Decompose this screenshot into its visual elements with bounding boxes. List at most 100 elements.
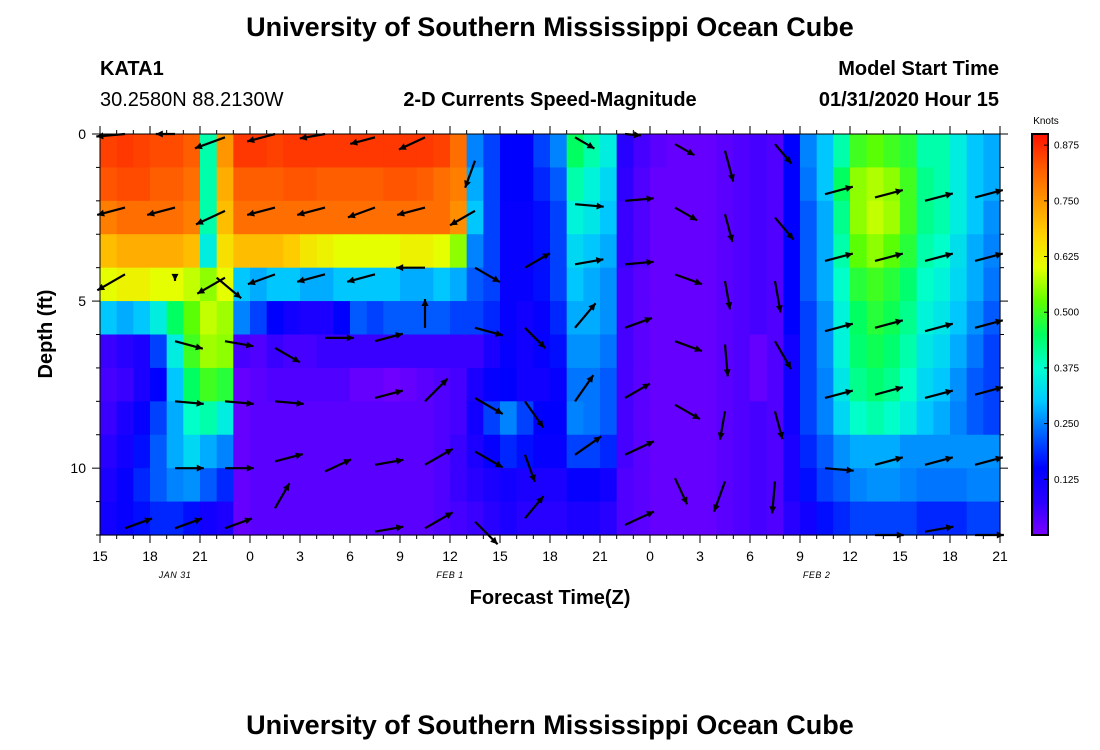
vector-head (494, 460, 503, 468)
vector-head (395, 388, 403, 396)
heatmap-cell (933, 200, 951, 235)
current-vector (274, 399, 304, 407)
heatmap-cell (483, 367, 501, 402)
heatmap-cell (900, 434, 918, 469)
heatmap-cell (533, 167, 551, 202)
heatmap-cell (466, 401, 484, 436)
vector-head (395, 332, 403, 339)
current-vector (146, 206, 176, 217)
heatmap-cell (566, 234, 584, 269)
heatmap-cell (133, 234, 151, 269)
heatmap-cell (600, 434, 618, 469)
heatmap-cell (450, 267, 468, 302)
heatmap-cell (816, 468, 834, 503)
heatmap-cell (900, 401, 918, 436)
heatmap-cell (916, 434, 934, 469)
heatmap-cell (433, 334, 451, 369)
current-vector (624, 316, 653, 329)
heatmap-cell (666, 134, 684, 169)
heatmap-cell (900, 468, 918, 503)
heatmap-cell (100, 234, 118, 269)
heatmap-cell (983, 234, 1001, 269)
heatmap-cell (433, 468, 451, 503)
vector-head (347, 211, 356, 219)
colorbar-tick-label: 0.625 (1054, 252, 1079, 263)
current-vector (194, 136, 226, 150)
vector-head (786, 231, 794, 240)
heatmap-cell (950, 367, 968, 402)
heatmap-cell (900, 134, 918, 169)
heatmap-cell (183, 167, 201, 202)
vector-head (596, 202, 604, 210)
heatmap-cell (833, 200, 851, 235)
heatmap-cell (816, 267, 834, 302)
current-vector (524, 252, 551, 269)
date-labels: JAN 31 FEB 1 FEB 2 (158, 570, 830, 580)
heatmap-cell (533, 301, 551, 336)
heatmap-cell (916, 301, 934, 336)
vector-head (297, 209, 305, 217)
heatmap-cell (666, 167, 684, 202)
heatmap-cell (733, 200, 751, 235)
heatmap-cell (733, 234, 751, 269)
heatmap-cell (400, 301, 418, 336)
heatmap-cell (100, 401, 118, 436)
heatmap-cell (283, 367, 301, 402)
heatmap-cell (900, 234, 918, 269)
heatmap-cell (516, 200, 534, 235)
current-vector (974, 385, 1004, 396)
heatmap-cell (550, 334, 568, 369)
vector-head (895, 188, 903, 196)
heatmap-cell (116, 334, 134, 369)
heatmap-cell (900, 501, 918, 536)
heatmap-cell (383, 234, 401, 269)
heatmap-cell (916, 501, 934, 536)
heatmap-cell (833, 367, 851, 402)
heatmap-cell (416, 468, 434, 503)
vector-head (292, 355, 300, 363)
heatmap-cell (566, 401, 584, 436)
heatmap-cell (233, 468, 251, 503)
vector-head (642, 383, 650, 391)
heatmap-cell (800, 367, 818, 402)
heatmap-cell (950, 501, 968, 536)
heatmap-cell (766, 334, 784, 369)
heatmap-cell (700, 267, 718, 302)
current-vector (824, 322, 854, 333)
heatmap-cell (266, 434, 284, 469)
heatmap-cell (150, 401, 168, 436)
heatmap-cell (466, 468, 484, 503)
heatmap-cell (583, 301, 601, 336)
heatmap-cell (600, 367, 618, 402)
heatmap-cell (450, 434, 468, 469)
current-vector (424, 447, 454, 466)
heatmap-cell (650, 234, 668, 269)
vector-head (96, 132, 104, 140)
heatmap-cell (316, 267, 334, 302)
heatmap-cell (683, 334, 701, 369)
heatmap-cell (166, 167, 184, 202)
heatmap-cell (616, 267, 634, 302)
heatmap-cell (966, 367, 984, 402)
heatmap-cell (600, 234, 618, 269)
heatmap-cell (750, 501, 768, 536)
heatmap-cell (666, 367, 684, 402)
x-tick-label: 18 (542, 548, 558, 564)
heatmap-cell (416, 234, 434, 269)
vector-head (586, 142, 595, 149)
heatmap-cell (833, 267, 851, 302)
heatmap-cell (700, 301, 718, 336)
current-vector (246, 206, 276, 217)
heatmap-cell (150, 134, 168, 169)
heatmap-cell (750, 468, 768, 503)
heatmap-cell (716, 234, 734, 269)
vector-head (194, 517, 203, 525)
current-vector (624, 440, 655, 456)
vector-head (97, 283, 106, 291)
heatmap-cell (783, 301, 801, 336)
vector-head (845, 185, 853, 192)
heatmap-cell (616, 434, 634, 469)
heatmap-cell (350, 200, 368, 235)
heatmap-cell (816, 434, 834, 469)
heatmap-cell (366, 267, 384, 302)
